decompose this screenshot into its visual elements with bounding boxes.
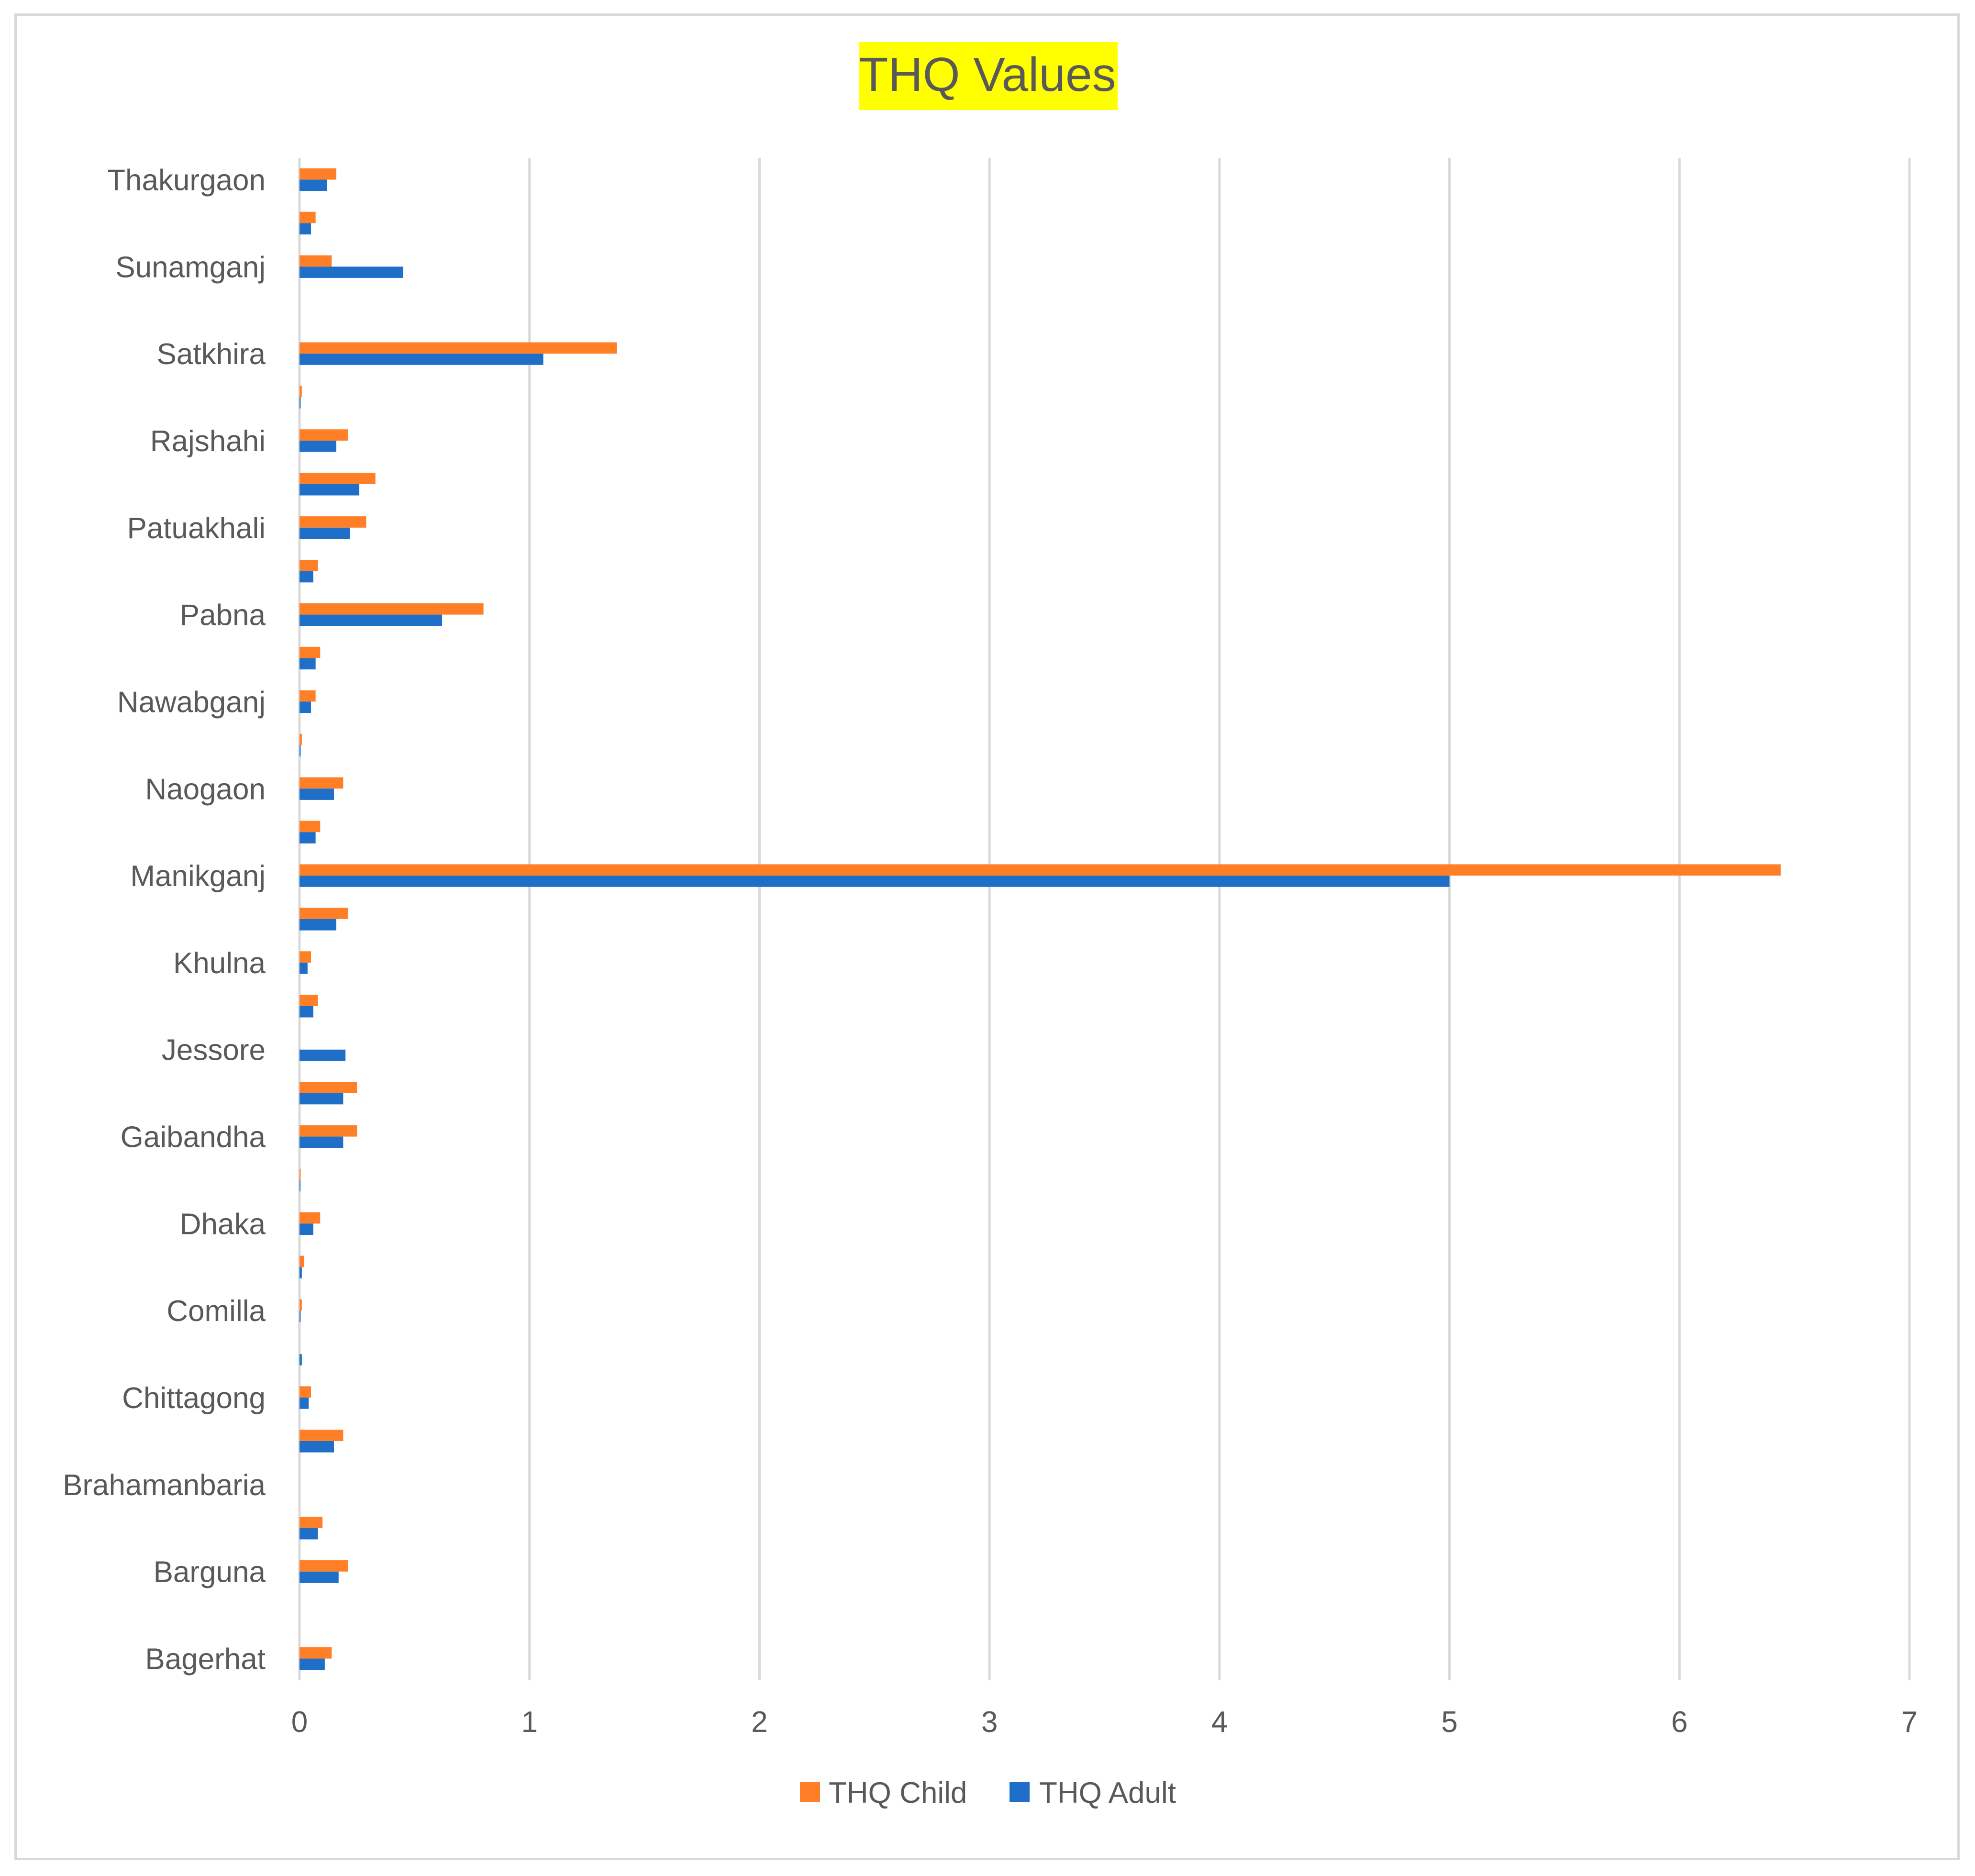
legend-swatch-thq-adult <box>1010 1782 1030 1802</box>
bar-thq-child <box>300 1386 311 1398</box>
bar-thq-child <box>300 1299 302 1311</box>
bar-thq-adult <box>300 876 1450 887</box>
bar-thq-adult <box>300 440 336 452</box>
chart-title: THQ Values <box>859 48 1116 101</box>
bar-thq-adult <box>300 484 359 496</box>
bar-thq-adult <box>300 1571 339 1583</box>
category-label: Gaibandha <box>121 1121 266 1154</box>
legend-swatch-thq-child <box>800 1782 820 1802</box>
category-label: Nawabganj <box>117 686 266 719</box>
bar-thq-child <box>300 560 318 571</box>
bar-thq-adult <box>300 832 316 844</box>
bar-thq-adult <box>300 1658 325 1670</box>
bar-thq-child <box>300 690 316 702</box>
bar-thq-adult <box>300 354 544 365</box>
bar-thq-child <box>300 516 366 528</box>
x-tick-label: 0 <box>291 1706 308 1739</box>
category-label: Manikganj <box>130 860 266 893</box>
category-label: Thakurgaon <box>107 164 266 197</box>
bar-thq-child <box>300 777 344 789</box>
bar-thq-child <box>300 1255 304 1267</box>
bar-thq-child <box>300 821 321 833</box>
bar-thq-adult <box>300 614 443 626</box>
chart-frame <box>14 13 1960 1860</box>
bar-thq-child <box>300 1082 357 1093</box>
bar-thq-child <box>300 864 1781 876</box>
x-tick-label: 2 <box>751 1706 767 1739</box>
bar-thq-child <box>300 733 302 745</box>
bar-thq-adult <box>300 527 350 539</box>
bar-thq-child <box>300 951 311 963</box>
category-label: Satkhira <box>157 338 266 371</box>
bar-thq-adult <box>300 1093 344 1105</box>
bar-thq-adult <box>300 658 316 670</box>
category-label: Chittagong <box>122 1382 266 1415</box>
bar-thq-child <box>300 1430 344 1441</box>
category-label: Brahamanbaria <box>63 1469 266 1502</box>
category-label: Rajshahi <box>150 425 266 458</box>
bar-thq-child <box>300 908 348 919</box>
bar-thq-adult <box>300 266 403 278</box>
bar-thq-adult <box>300 1223 313 1235</box>
bar-thq-child <box>300 646 321 658</box>
bar-thq-child <box>300 1647 332 1659</box>
bar-thq-adult <box>300 571 313 583</box>
bar-thq-adult <box>300 1441 334 1453</box>
category-label: Naogaon <box>145 773 266 806</box>
legend-label-thq-adult: THQ Adult <box>1039 1776 1176 1809</box>
bar-thq-child <box>300 342 617 354</box>
bar-thq-child <box>300 473 376 484</box>
x-tick-label: 3 <box>981 1706 998 1739</box>
chart-title-highlight <box>859 42 1118 110</box>
x-tick-label: 1 <box>521 1706 537 1739</box>
bar-thq-adult <box>300 1049 346 1061</box>
bar-thq-child <box>300 255 332 267</box>
category-label: Jessore <box>162 1034 266 1067</box>
x-tick-label: 7 <box>1901 1706 1918 1739</box>
bar-thq-adult <box>300 223 311 235</box>
x-tick-label: 4 <box>1211 1706 1228 1739</box>
category-label: Barguna <box>154 1556 266 1589</box>
category-label: Khulna <box>173 947 266 980</box>
legend-label-thq-child: THQ Child <box>829 1776 967 1809</box>
bar-thq-adult <box>300 788 334 800</box>
category-label: Comilla <box>166 1295 266 1328</box>
bar-thq-adult <box>300 179 327 191</box>
category-label: Dhaka <box>180 1208 266 1241</box>
bar-thq-child <box>300 168 336 180</box>
x-tick-label: 6 <box>1671 1706 1687 1739</box>
bar-thq-child <box>300 1125 357 1137</box>
bar-thq-adult <box>300 1136 344 1148</box>
bar-thq-adult <box>300 1006 313 1018</box>
bar-thq-child <box>300 211 316 223</box>
bar-thq-adult <box>300 919 336 931</box>
bar-thq-adult <box>300 1267 302 1278</box>
bar-thq-child <box>300 429 348 441</box>
x-tick-label: 5 <box>1441 1706 1457 1739</box>
bar-thq-child <box>300 995 318 1006</box>
bar-thq-adult <box>300 1354 302 1365</box>
category-label: Pabna <box>180 599 266 632</box>
bar-thq-child <box>300 1517 323 1528</box>
category-label: Sunamganj <box>115 251 266 284</box>
category-label: Patuakhali <box>127 512 266 545</box>
bar-thq-child <box>300 1560 348 1572</box>
bar-thq-adult <box>300 701 311 713</box>
bar-thq-child <box>300 1212 321 1224</box>
category-label: Bagerhat <box>145 1643 266 1676</box>
bar-thq-child <box>300 386 302 398</box>
bar-thq-adult <box>300 962 308 974</box>
bar-thq-adult <box>300 1528 318 1540</box>
bar-thq-child <box>300 603 484 615</box>
bar-thq-adult <box>300 1398 309 1409</box>
